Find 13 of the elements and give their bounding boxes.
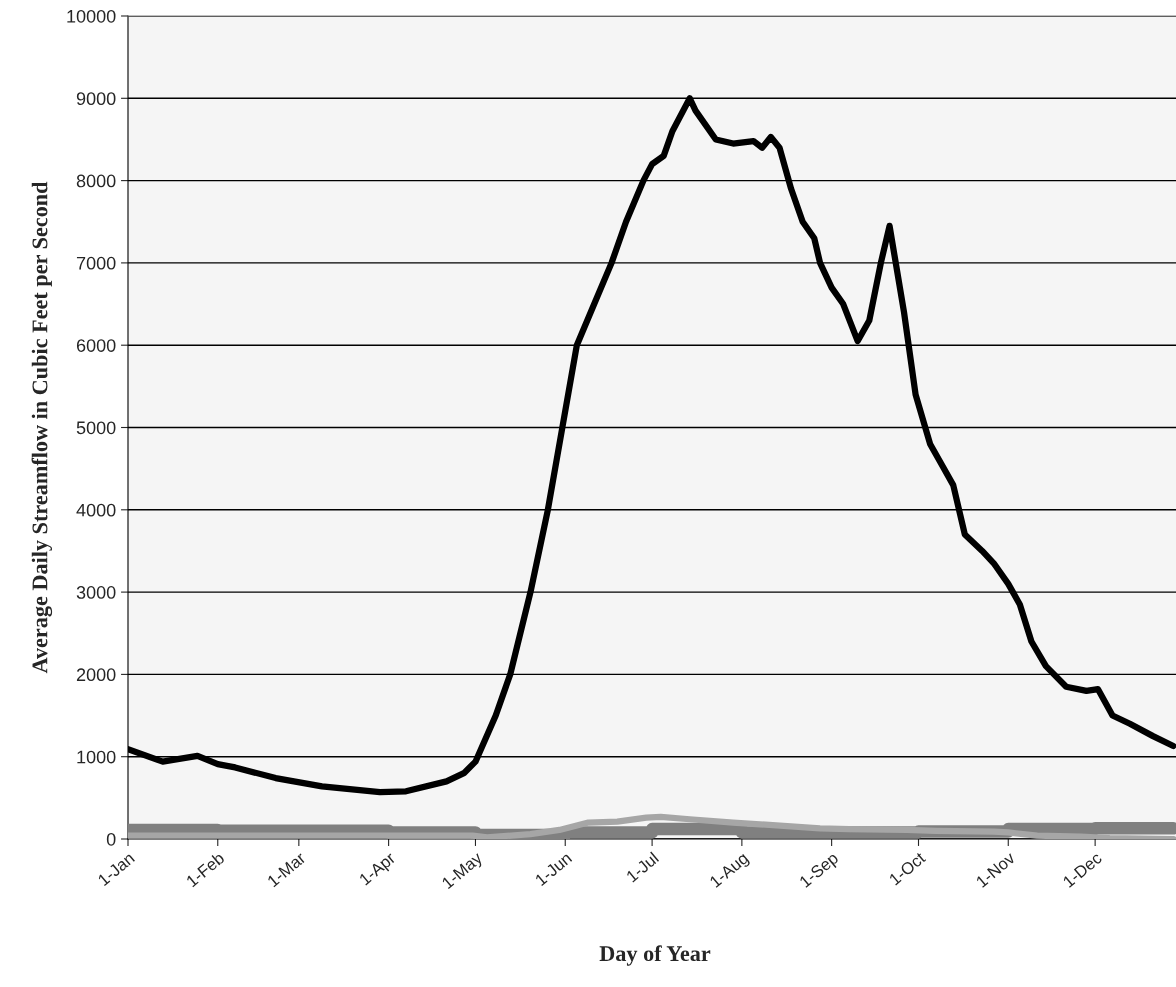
y-tick-label: 4000 [76, 503, 116, 517]
y-tick-label: 10000 [67, 9, 116, 23]
y-tick-label: 6000 [76, 339, 116, 352]
y-tick-label: 3000 [76, 586, 116, 599]
x-axis-title: Day of Year [599, 945, 711, 966]
y-tick-label: 7000 [76, 256, 116, 270]
y-tick-label: 1000 [77, 750, 116, 764]
y-tick-label: 2000 [76, 668, 116, 682]
y-tick-label: 0 [106, 832, 116, 846]
y-tick-label: 8000 [76, 174, 116, 188]
y-tick-label: 5000 [76, 421, 116, 435]
y-tick-label: 9000 [76, 92, 116, 106]
y-axis-title: Average Daily Streamflow in Cubic Feet per Second [31, 181, 53, 674]
